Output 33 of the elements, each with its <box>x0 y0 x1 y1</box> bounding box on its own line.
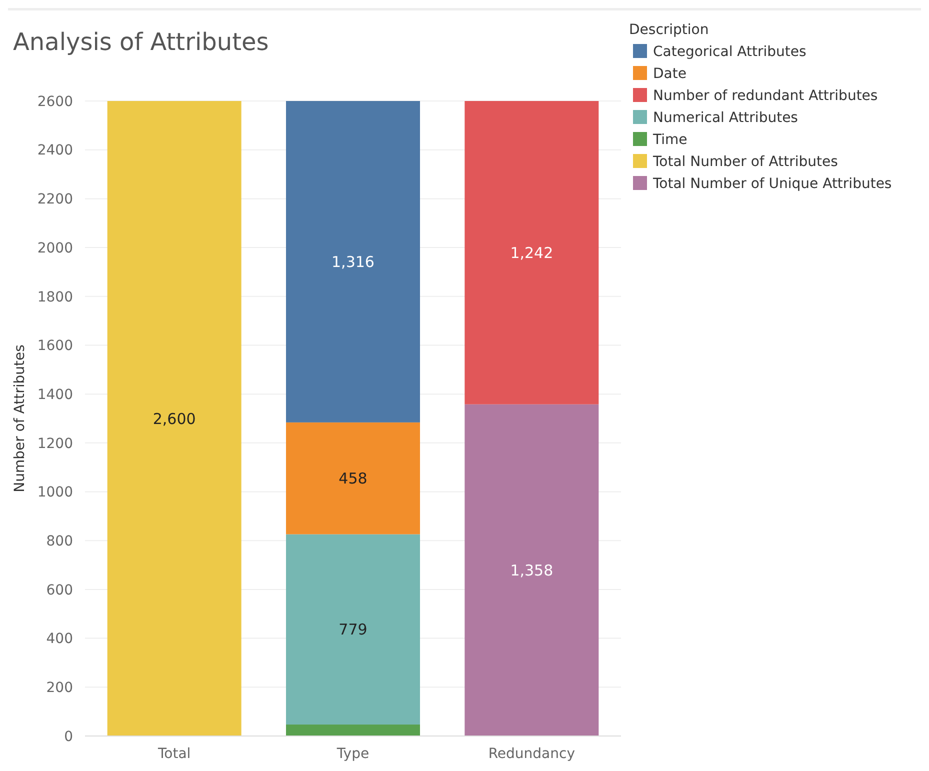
legend-label: Total Number of Unique Attributes <box>652 176 892 192</box>
data-label: 779 <box>338 620 368 639</box>
data-label: 1,316 <box>332 252 374 271</box>
y-tick-label: 0 <box>64 728 73 745</box>
y-tick-label: 1800 <box>37 289 73 306</box>
legend-label: Number of redundant Attributes <box>653 88 878 104</box>
x-tick-label: Type <box>336 746 370 762</box>
x-tick-label: Total <box>156 746 191 762</box>
data-label: 1,358 <box>510 561 554 580</box>
legend-title: Description <box>629 22 709 38</box>
y-tick-label: 2000 <box>37 240 73 256</box>
y-tick-label: 1600 <box>37 338 73 354</box>
x-tick-label: Redundancy <box>488 746 576 762</box>
legend-label: Total Number of Attributes <box>652 154 838 170</box>
y-tick-label: 2200 <box>37 192 73 208</box>
y-axis-title: Number of Attributes <box>12 344 28 492</box>
legend-label: Time <box>652 132 688 148</box>
legend-label: Categorical Attributes <box>653 44 806 60</box>
legend-label: Date <box>653 66 686 82</box>
y-tick-label: 800 <box>46 534 73 550</box>
data-label: 2,600 <box>152 410 196 428</box>
y-tick-label: 400 <box>46 631 73 648</box>
legend-label: Numerical Attributes <box>653 110 798 126</box>
y-tick-label: 2600 <box>37 94 73 110</box>
data-label: 1,242 <box>510 244 554 262</box>
y-tick-label: 1200 <box>37 436 73 452</box>
y-tick-label: 2400 <box>37 142 73 159</box>
y-tick-label: 1000 <box>37 484 73 501</box>
y-tick-label: 600 <box>46 582 73 598</box>
y-tick-label: 1400 <box>37 386 73 403</box>
y-tick-label: 200 <box>46 680 73 696</box>
chart-title: Analysis of Attributes <box>13 28 269 56</box>
data-label: 458 <box>338 470 368 488</box>
